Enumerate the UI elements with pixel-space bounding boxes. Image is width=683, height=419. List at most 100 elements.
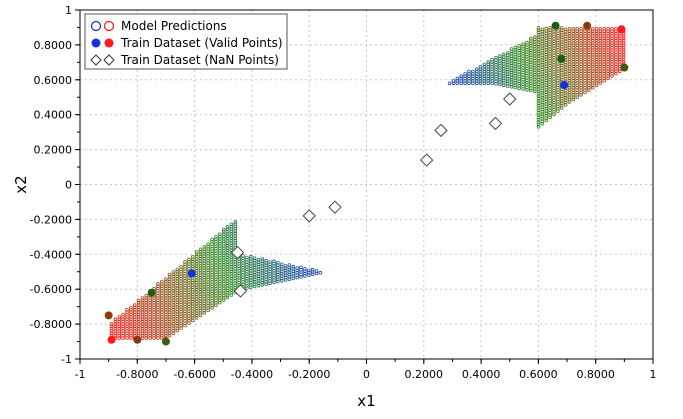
prediction-point (552, 86, 556, 91)
prediction-point (478, 65, 483, 69)
prediction-point (505, 81, 510, 86)
prediction-point (132, 326, 137, 331)
prediction-point (206, 242, 211, 247)
prediction-point (544, 66, 549, 71)
prediction-point (617, 36, 622, 41)
prediction-point (575, 69, 579, 73)
valid-point (617, 25, 626, 34)
prediction-point (256, 264, 261, 269)
prediction-point (556, 102, 560, 106)
prediction-point (579, 26, 583, 31)
prediction-point (218, 274, 222, 279)
prediction-point (194, 313, 199, 318)
prediction-point (167, 305, 172, 310)
prediction-point (521, 42, 525, 46)
prediction-point (275, 260, 280, 265)
prediction-point (583, 69, 587, 73)
prediction-point (190, 309, 195, 313)
prediction-point (129, 322, 133, 326)
prediction-point (540, 107, 545, 112)
prediction-point (579, 43, 583, 48)
prediction-point (163, 317, 168, 322)
prediction-point (602, 38, 607, 43)
prediction-point (279, 278, 284, 283)
prediction-point (447, 81, 452, 86)
prediction-point (478, 79, 483, 83)
prediction-point (552, 72, 556, 76)
prediction-point (179, 295, 183, 300)
prediction-point (598, 59, 603, 64)
prediction-point (575, 43, 579, 48)
prediction-point (482, 79, 487, 83)
prediction-point (559, 35, 564, 40)
prediction-point (245, 269, 249, 274)
prediction-point (575, 85, 579, 90)
prediction-point (470, 79, 475, 83)
prediction-point (621, 38, 626, 43)
prediction-point (272, 264, 276, 268)
prediction-point (494, 74, 498, 79)
prediction-point (532, 39, 537, 44)
prediction-point (567, 52, 572, 57)
prediction-point (136, 305, 141, 310)
prediction-point (167, 331, 172, 336)
prediction-point (268, 276, 272, 281)
prediction-point (544, 55, 549, 59)
prediction-point (590, 36, 595, 41)
prediction-point (559, 47, 564, 51)
prediction-point (567, 95, 572, 99)
prediction-point (221, 269, 226, 274)
prediction-point (586, 55, 591, 59)
prediction-point (210, 294, 214, 298)
prediction-point (556, 99, 560, 104)
prediction-point (528, 55, 533, 60)
prediction-point (513, 66, 518, 71)
prediction-point (559, 96, 564, 101)
prediction-point (175, 291, 180, 295)
prediction-point (218, 279, 222, 284)
prediction-point (590, 34, 595, 38)
prediction-point (470, 74, 475, 78)
prediction-point (575, 78, 579, 83)
prediction-point (532, 44, 537, 49)
prediction-point (559, 33, 564, 37)
prediction-point (221, 291, 226, 295)
prediction-point (160, 317, 164, 322)
prediction-point (590, 43, 595, 48)
nan-point-diamond (419, 153, 434, 167)
prediction-point (160, 289, 164, 293)
prediction-point (536, 75, 541, 80)
prediction-point (140, 300, 145, 305)
prediction-point (540, 105, 545, 109)
prediction-point (272, 280, 276, 285)
prediction-point (552, 112, 556, 116)
prediction-point (517, 77, 521, 81)
prediction-point (521, 54, 525, 58)
prediction-point (536, 96, 541, 101)
prediction-point (505, 60, 510, 65)
prediction-point (594, 36, 599, 41)
prediction-point (109, 322, 114, 326)
legend-open-circle-blue (90, 20, 102, 32)
prediction-point (563, 103, 568, 107)
prediction-point (567, 93, 572, 97)
prediction-point (544, 52, 549, 57)
prediction-point (252, 261, 257, 265)
prediction-point (225, 295, 230, 300)
prediction-point (221, 232, 226, 236)
prediction-point (132, 303, 137, 307)
prediction-point (598, 62, 603, 66)
prediction-point (156, 300, 160, 305)
prediction-point (310, 267, 315, 272)
prediction-point (214, 235, 218, 239)
prediction-point (536, 49, 541, 54)
prediction-point (194, 254, 199, 259)
prediction-point (525, 78, 529, 83)
prediction-point (521, 68, 525, 72)
prediction-point (287, 274, 292, 279)
prediction-point (556, 76, 560, 80)
prediction-point (602, 43, 607, 48)
prediction-point (163, 305, 168, 310)
prediction-point (552, 32, 556, 36)
prediction-point (528, 43, 533, 48)
